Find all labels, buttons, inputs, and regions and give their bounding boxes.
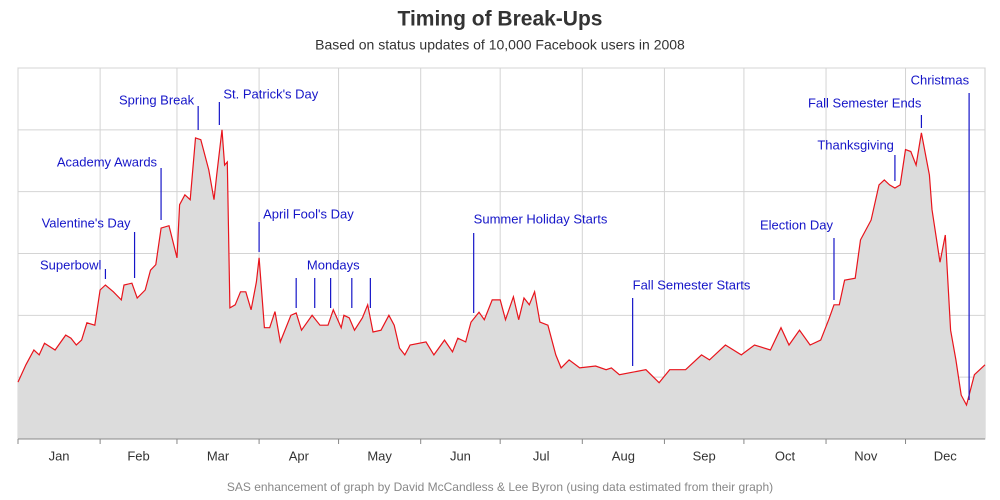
chart-title: Timing of Break-Ups <box>398 8 603 31</box>
x-tick-label: Jul <box>533 448 550 463</box>
line <box>17 129 986 407</box>
annotation-label: Fall Semester Ends <box>808 95 922 110</box>
annotation-label: Christmas <box>911 72 970 87</box>
area <box>18 129 985 440</box>
x-tick-label: May <box>367 448 392 463</box>
x-tick-label: Jun <box>450 448 471 463</box>
x-tick-label: Sep <box>693 448 716 463</box>
x-tick-label: Mar <box>207 448 230 463</box>
footnote: SAS enhancement of graph by David McCand… <box>227 480 773 494</box>
x-tick-label: Jan <box>49 448 70 463</box>
annotation-label: Thanksgiving <box>817 137 894 152</box>
x-tick-label: Aug <box>612 448 635 463</box>
annotation-label: Spring Break <box>119 92 195 107</box>
annotation-label: Superbowl <box>40 257 102 272</box>
chart-subtitle: Based on status updates of 10,000 Facebo… <box>315 37 685 53</box>
annotation-label: St. Patrick's Day <box>223 86 318 101</box>
x-tick-label: Apr <box>289 448 310 463</box>
annotation-label: Election Day <box>760 217 833 232</box>
annotation-label: Academy Awards <box>57 154 158 169</box>
annotation-label: Fall Semester Starts <box>633 277 751 292</box>
annotation-label: April Fool's Day <box>263 206 354 221</box>
x-tick-label: Feb <box>127 448 149 463</box>
annotation-label: Mondays <box>307 257 360 272</box>
x-tick-label: Dec <box>934 448 958 463</box>
annotation-label: Valentine's Day <box>42 215 131 230</box>
x-tick-label: Nov <box>854 448 878 463</box>
annotation-label: Summer Holiday Starts <box>474 211 608 226</box>
x-tick-label: Oct <box>775 448 796 463</box>
